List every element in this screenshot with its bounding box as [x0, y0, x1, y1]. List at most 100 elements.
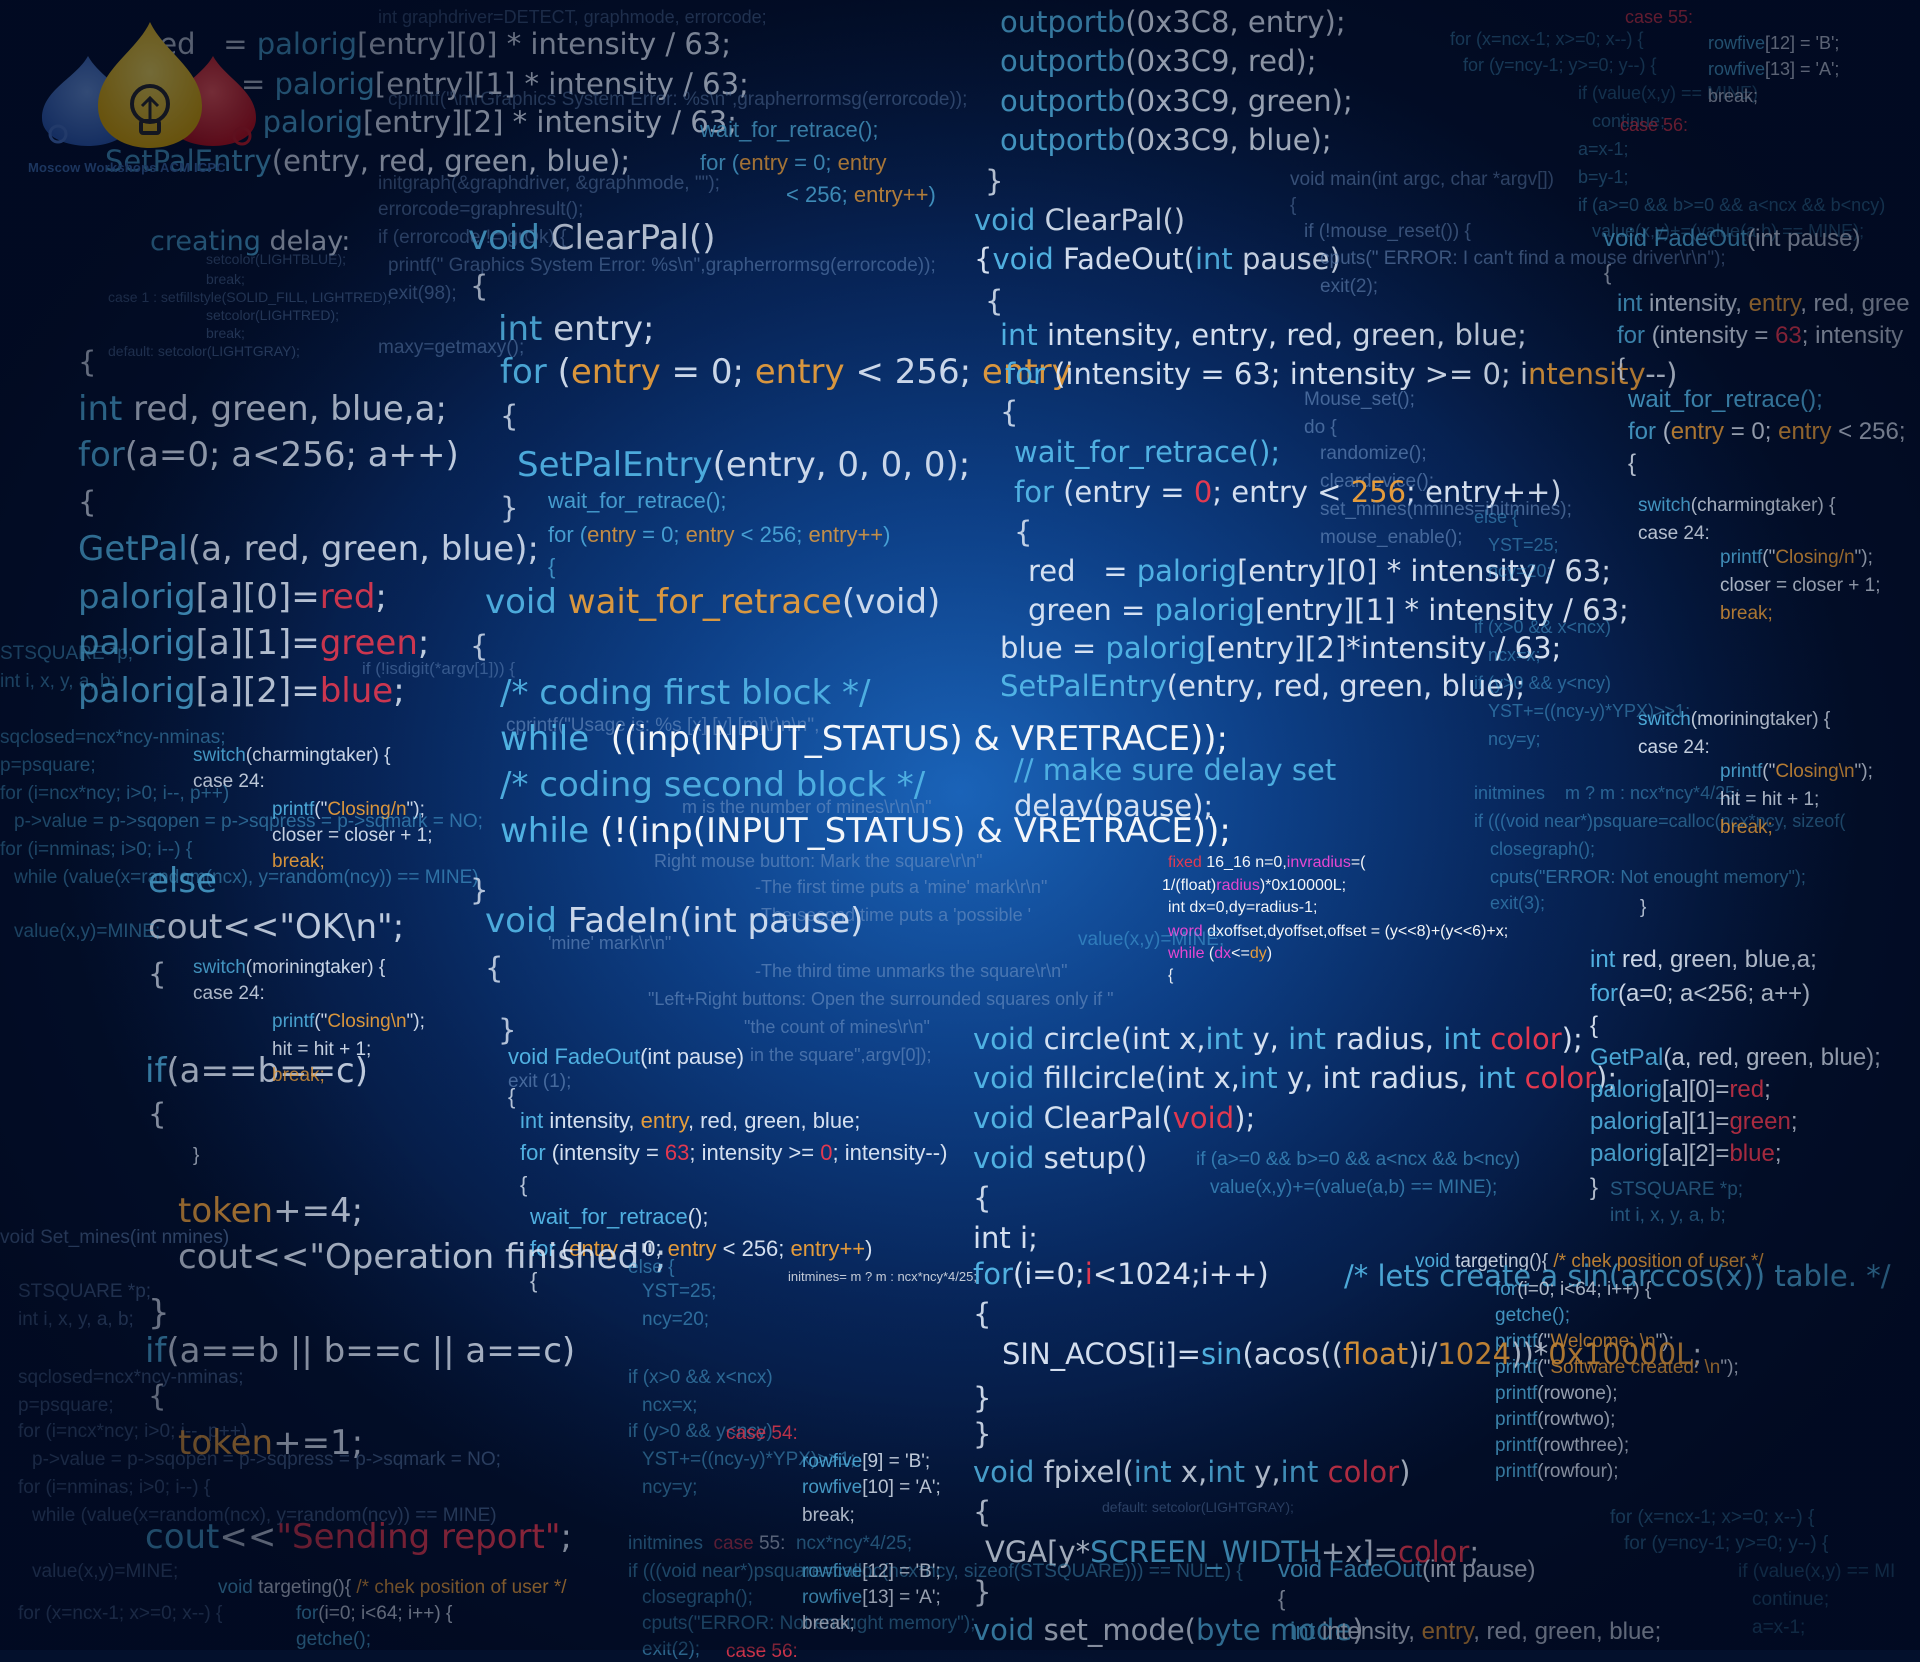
code-fragment: { [985, 284, 1004, 318]
code-token: ) [1266, 945, 1273, 962]
code-token: (rowtwo); [1537, 1409, 1616, 1430]
code-token: FadeOut [554, 1044, 641, 1069]
code-fragment: case 1 : setfillstyle(SOLID_FILL, LIGHTR… [108, 289, 392, 305]
code-token: rowfive [1708, 59, 1766, 79]
code-token: for [500, 352, 558, 392]
code-token: [a][2]= [1662, 1140, 1730, 1167]
code-token: SetPalEntry [517, 445, 713, 485]
code-token: for [973, 1257, 1013, 1291]
code-token: rowfive [802, 1451, 863, 1472]
code-token: int [1290, 1618, 1323, 1645]
lightbulb-onion-domes-icon [42, 22, 256, 148]
code-fragment: cout<<"Sending report"; [145, 1520, 572, 1554]
code-token: palorig [1136, 554, 1238, 588]
code-token: printf [1495, 1461, 1538, 1482]
code-token: for [1005, 357, 1055, 391]
code-token: entry [739, 150, 789, 175]
code-fragment: fixed 16_16 n=0,invradius=( [1168, 855, 1365, 871]
code-fragment: case 24: [1638, 737, 1710, 758]
code-fragment: case 24: [1638, 523, 1710, 544]
code-fragment: token+=4; [178, 1194, 363, 1228]
code-fragment: { [470, 629, 489, 663]
code-token: [a][1]= [195, 623, 320, 663]
code-fragment: in the square",argv[0]); [750, 1045, 932, 1065]
code-token: (moriningtaker) { [245, 957, 386, 978]
code-token: for [1590, 980, 1619, 1007]
code-token: red [1729, 1076, 1765, 1103]
code-fragment: printf("Closing\n"); [272, 1012, 425, 1031]
code-fragment: { [508, 1084, 516, 1109]
code-fragment: ncy=y; [1488, 729, 1541, 749]
code-token: (intensity = [1651, 322, 1776, 349]
code-token: (a==b || b==c || a==c) [166, 1331, 576, 1371]
code-token: ; [560, 1517, 572, 1557]
code-fragment: blue = palorig[entry][2]*intensity / 63; [1000, 634, 1561, 663]
code-fragment: value(x,y)+=(value(a,b) == MINE); [1210, 1177, 1498, 1198]
code-token: (); [687, 1204, 709, 1229]
code-token: int [1000, 318, 1048, 352]
code-token: color [1490, 1022, 1562, 1056]
code-token: ) [1399, 1455, 1411, 1489]
code-token: intensity, [1649, 290, 1749, 317]
code-token: printf [1495, 1383, 1538, 1404]
code-fragment: printf(rowone); [1495, 1384, 1618, 1403]
code-fragment: value(x,y)=MINE; [32, 1561, 179, 1582]
code-fragment: rowfive[10] = 'A'; [802, 1478, 941, 1497]
code-fragment: case 55: [1625, 7, 1694, 27]
code-token: ); [1234, 1101, 1256, 1135]
code-token: for ( [700, 150, 740, 175]
code-token: ; [1774, 1140, 1782, 1167]
code-fragment: a=x-1; [1578, 139, 1629, 159]
code-fragment: // make sure delay set [1014, 753, 1337, 787]
code-token: ( [557, 352, 571, 392]
code-token: wait_for_retrace [530, 1204, 688, 1229]
code-token: < 256; [734, 522, 809, 547]
code-fragment: break; [1720, 603, 1773, 624]
code-token: < 256; [786, 182, 854, 207]
code-token: fixed [1168, 854, 1207, 871]
code-token: (0x3C9, red); [1125, 44, 1317, 78]
code-token: token [178, 1191, 274, 1231]
code-token: palorig [256, 27, 358, 61]
code-fragment: value(x,y)=MINE; [14, 921, 161, 942]
code-fragment: rowfive[13] = 'A'; [1708, 60, 1839, 78]
code-token: int [520, 1108, 550, 1133]
code-token: targeting(){ [258, 1577, 357, 1598]
code-token: (moriningtaker) { [1690, 709, 1831, 730]
code-token: printf [1720, 547, 1763, 568]
code-token: ; intensity >= [689, 1140, 821, 1165]
code-token: blue [319, 671, 394, 711]
code-token: 0 [1193, 475, 1213, 509]
code-fragment: { [973, 1495, 992, 1529]
code-fragment: break; [802, 1613, 855, 1634]
code-fragment: if(a==b==c) [145, 1054, 368, 1088]
code-token: (" [1537, 1357, 1551, 1378]
code-token: green [1729, 1108, 1791, 1135]
code-fragment: for (entry = 0; entry < 256; entry [500, 355, 1072, 389]
code-fragment: int i; [973, 1221, 1038, 1255]
code-token: intensity, [1322, 1618, 1422, 1645]
code-token: (entry = [1063, 475, 1194, 509]
code-fragment: { [1628, 450, 1637, 477]
code-fragment: if (value(x,y) == MI [1738, 1561, 1896, 1582]
code-token: (0x3C8, entry); [1125, 5, 1346, 39]
code-token: (i=0; i<64; i++) { [318, 1603, 453, 1624]
code-fragment: getche(); [1495, 1305, 1570, 1326]
code-fragment: p=psquare; [18, 1395, 114, 1416]
code-token: void [973, 1455, 1044, 1489]
code-fragment: 'mine' mark\r\n" [548, 933, 672, 953]
code-fragment: for (entry = 0; entry < 256; [1628, 420, 1906, 444]
code-token: void [973, 1141, 1044, 1175]
code-fragment: int i, x, y, a, b; [18, 1309, 134, 1330]
code-token: rowfive [802, 1561, 863, 1582]
code-fragment: switch(moriningtaker) { [1638, 710, 1830, 729]
code-token: ClearPal( [1043, 1101, 1173, 1135]
code-token: printf [1495, 1357, 1538, 1378]
code-fragment: printf(rowtwo); [1495, 1410, 1615, 1429]
code-token: printf [1495, 1435, 1538, 1456]
code-fragment: int red, green, blue,a; [1590, 948, 1817, 972]
code-token: int [1280, 1455, 1328, 1489]
code-fragment: Mouse_set(); [1304, 389, 1415, 410]
code-fragment: { [1278, 1586, 1286, 1611]
code-token: palorig [274, 67, 375, 101]
